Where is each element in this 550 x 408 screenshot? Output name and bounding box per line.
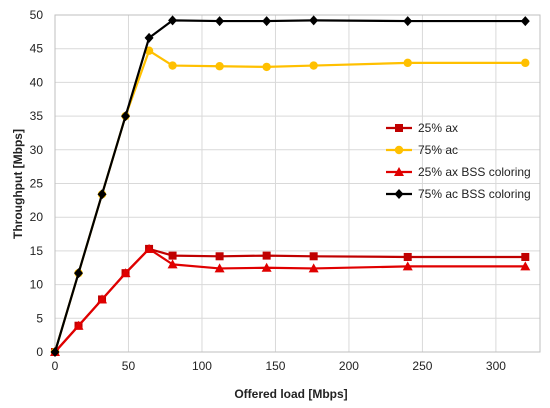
y-tick-label: 10	[30, 278, 44, 292]
y-tick-label: 30	[30, 143, 44, 157]
x-tick-label: 100	[192, 359, 212, 373]
x-axis-title: Offered load [Mbps]	[234, 387, 347, 401]
y-tick-label: 35	[30, 109, 44, 123]
legend-label: 75% ac BSS coloring	[418, 187, 531, 201]
y-tick-label: 40	[30, 75, 44, 89]
data-point	[309, 15, 319, 26]
data-point	[168, 15, 178, 26]
series-4	[50, 15, 530, 357]
data-point	[521, 58, 530, 68]
y-tick-label: 5	[36, 311, 43, 325]
data-point	[403, 16, 413, 27]
y-tick-label: 20	[30, 210, 44, 224]
data-point	[74, 268, 84, 279]
series-layer	[50, 15, 531, 357]
data-point	[73, 320, 84, 330]
data-point	[262, 16, 272, 27]
data-point	[144, 32, 154, 43]
series-1	[51, 244, 530, 356]
x-tick-label: 50	[122, 359, 136, 373]
data-point	[261, 262, 272, 272]
legend-marker	[394, 167, 404, 176]
plot-border	[54, 14, 541, 353]
y-tick-label: 0	[36, 345, 43, 359]
x-tick-label: 200	[339, 359, 359, 373]
data-point	[309, 252, 318, 261]
legend-label: 75% ac	[418, 143, 458, 157]
data-point	[402, 261, 413, 271]
data-point	[120, 268, 131, 278]
data-point	[215, 252, 224, 261]
data-point	[403, 58, 412, 68]
data-point	[97, 294, 108, 304]
data-point	[215, 62, 224, 71]
series-2	[50, 46, 530, 357]
data-point	[215, 16, 225, 27]
data-point	[167, 259, 178, 269]
x-tick-label: 300	[486, 359, 506, 373]
legend-item-2: 75% ac	[386, 143, 458, 157]
series-3	[50, 243, 531, 356]
x-tick-label: 0	[52, 359, 59, 373]
legend-marker	[394, 189, 404, 199]
data-point	[520, 16, 530, 27]
y-tick-label: 45	[30, 42, 44, 56]
y-tick-label: 50	[30, 8, 44, 22]
data-point	[520, 261, 531, 271]
series-line	[53, 49, 526, 353]
data-point	[168, 61, 177, 70]
legend: 25% ax 75% ac 25% ax BSS coloring 75% ac BS…	[386, 121, 531, 201]
legend-item-1: 25% ax	[386, 121, 458, 135]
series-line	[54, 247, 526, 353]
legend-label: 25% ax	[418, 121, 458, 135]
data-point	[308, 263, 319, 273]
legend-label: 25% ax BSS coloring	[418, 165, 531, 179]
x-tick-label: 150	[265, 359, 285, 373]
data-point	[168, 251, 177, 260]
data-point	[50, 347, 60, 357]
legend-marker	[394, 145, 404, 155]
legend-marker	[395, 124, 403, 132]
data-point	[262, 62, 271, 72]
data-point	[144, 243, 155, 253]
y-tick-label: 15	[30, 244, 44, 258]
axes: 0 5 10 15 20 25 30 35 40 45 50 0 50 100 150 200 250 300	[30, 8, 541, 373]
data-point	[521, 252, 530, 261]
legend-item-4: 75% ac BSS coloring	[386, 187, 531, 201]
legend-item-3: 25% ax BSS coloring	[386, 165, 531, 179]
data-point	[309, 61, 318, 70]
data-point	[97, 189, 107, 200]
series-line	[54, 247, 526, 353]
data-point	[121, 111, 131, 122]
data-point	[214, 263, 225, 273]
y-axis-title: Throughput [Mbps]	[11, 129, 25, 239]
data-point	[262, 251, 271, 260]
y-tick-label: 25	[30, 177, 44, 191]
data-point	[403, 252, 412, 261]
x-tick-label: 250	[412, 359, 432, 373]
